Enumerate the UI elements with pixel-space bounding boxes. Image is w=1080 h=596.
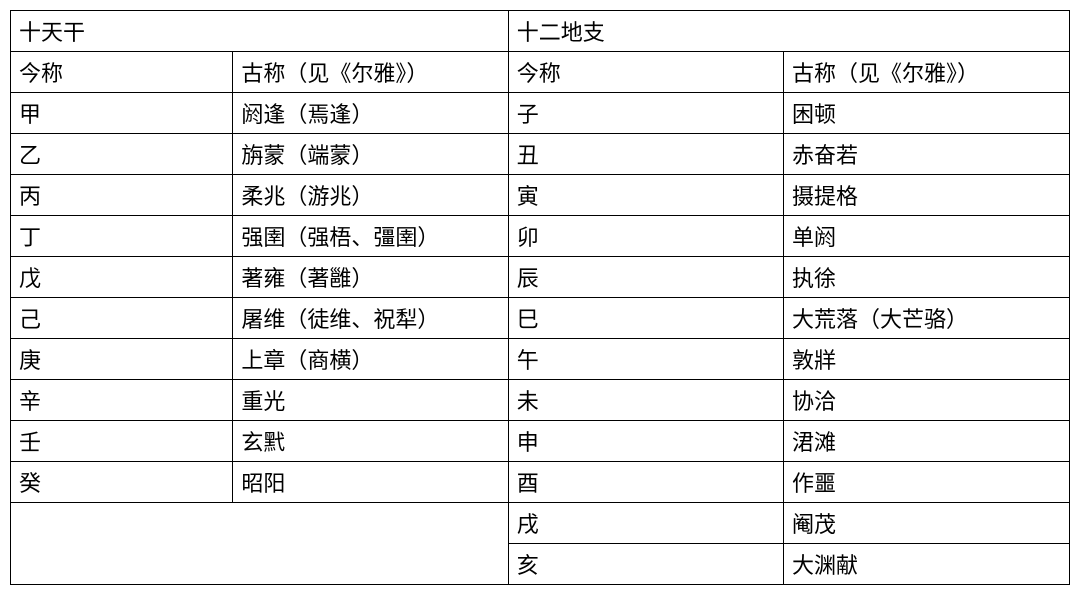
ganzhi-table: 十天干 十二地支 今称 古称（见《尔雅》） 今称 古称（见《尔雅》） 甲 阏逢（… [10, 10, 1070, 585]
header-stems: 十天干 [11, 11, 509, 52]
table-row: 戊 著雍（著雝） 辰 执徐 [11, 257, 1070, 298]
branch-modern: 戌 [508, 503, 783, 544]
stem-ancient: 上章（商横） [233, 339, 508, 380]
branch-modern: 未 [508, 380, 783, 421]
stem-ancient: 旃蒙（端蒙） [233, 134, 508, 175]
stem-modern: 甲 [11, 93, 233, 134]
branch-modern: 子 [508, 93, 783, 134]
table-row: 壬 玄黓 申 涒滩 [11, 421, 1070, 462]
table-row: 己 屠维（徒维、祝犁） 巳 大荒落（大芒骆） [11, 298, 1070, 339]
stem-ancient: 强圉（强梧、彊圉） [233, 216, 508, 257]
branch-modern: 辰 [508, 257, 783, 298]
branch-modern: 巳 [508, 298, 783, 339]
branch-ancient: 困顿 [784, 93, 1070, 134]
table-row: 甲 阏逢（焉逢） 子 困顿 [11, 93, 1070, 134]
branch-ancient: 赤奋若 [784, 134, 1070, 175]
stem-modern: 壬 [11, 421, 233, 462]
branch-ancient: 敦牂 [784, 339, 1070, 380]
table-row: 庚 上章（商横） 午 敦牂 [11, 339, 1070, 380]
stem-modern: 己 [11, 298, 233, 339]
stem-ancient: 玄黓 [233, 421, 508, 462]
branch-modern: 亥 [508, 544, 783, 585]
branch-modern: 申 [508, 421, 783, 462]
branch-ancient: 阉茂 [784, 503, 1070, 544]
branch-modern: 寅 [508, 175, 783, 216]
table-row: 癸 昭阳 酉 作噩 [11, 462, 1070, 503]
stem-modern: 丁 [11, 216, 233, 257]
branch-ancient: 单阏 [784, 216, 1070, 257]
branch-modern: 卯 [508, 216, 783, 257]
table-row: 辛 重光 未 协洽 [11, 380, 1070, 421]
stem-ancient: 昭阳 [233, 462, 508, 503]
empty-cell [11, 503, 509, 585]
stem-ancient: 著雍（著雝） [233, 257, 508, 298]
stem-ancient: 阏逢（焉逢） [233, 93, 508, 134]
sub-stems-modern: 今称 [11, 52, 233, 93]
table-row: 丙 柔兆（游兆） 寅 摄提格 [11, 175, 1070, 216]
stem-modern: 庚 [11, 339, 233, 380]
branch-ancient: 执徐 [784, 257, 1070, 298]
table-row: 乙 旃蒙（端蒙） 丑 赤奋若 [11, 134, 1070, 175]
stem-modern: 乙 [11, 134, 233, 175]
header-row: 十天干 十二地支 [11, 11, 1070, 52]
subheader-row: 今称 古称（见《尔雅》） 今称 古称（见《尔雅》） [11, 52, 1070, 93]
stem-modern: 戊 [11, 257, 233, 298]
stem-ancient: 重光 [233, 380, 508, 421]
stem-ancient: 柔兆（游兆） [233, 175, 508, 216]
branch-ancient: 摄提格 [784, 175, 1070, 216]
stem-ancient: 屠维（徒维、祝犁） [233, 298, 508, 339]
stem-modern: 癸 [11, 462, 233, 503]
stem-modern: 丙 [11, 175, 233, 216]
header-branches: 十二地支 [508, 11, 1069, 52]
sub-stems-ancient: 古称（见《尔雅》） [233, 52, 508, 93]
branch-modern: 午 [508, 339, 783, 380]
branch-ancient: 协洽 [784, 380, 1070, 421]
sub-branches-ancient: 古称（见《尔雅》） [784, 52, 1070, 93]
branch-modern: 丑 [508, 134, 783, 175]
stem-modern: 辛 [11, 380, 233, 421]
sub-branches-modern: 今称 [508, 52, 783, 93]
table-row: 丁 强圉（强梧、彊圉） 卯 单阏 [11, 216, 1070, 257]
branch-modern: 酉 [508, 462, 783, 503]
table-row: 戌 阉茂 [11, 503, 1070, 544]
branch-ancient: 大渊献 [784, 544, 1070, 585]
branch-ancient: 涒滩 [784, 421, 1070, 462]
branch-ancient: 大荒落（大芒骆） [784, 298, 1070, 339]
branch-ancient: 作噩 [784, 462, 1070, 503]
